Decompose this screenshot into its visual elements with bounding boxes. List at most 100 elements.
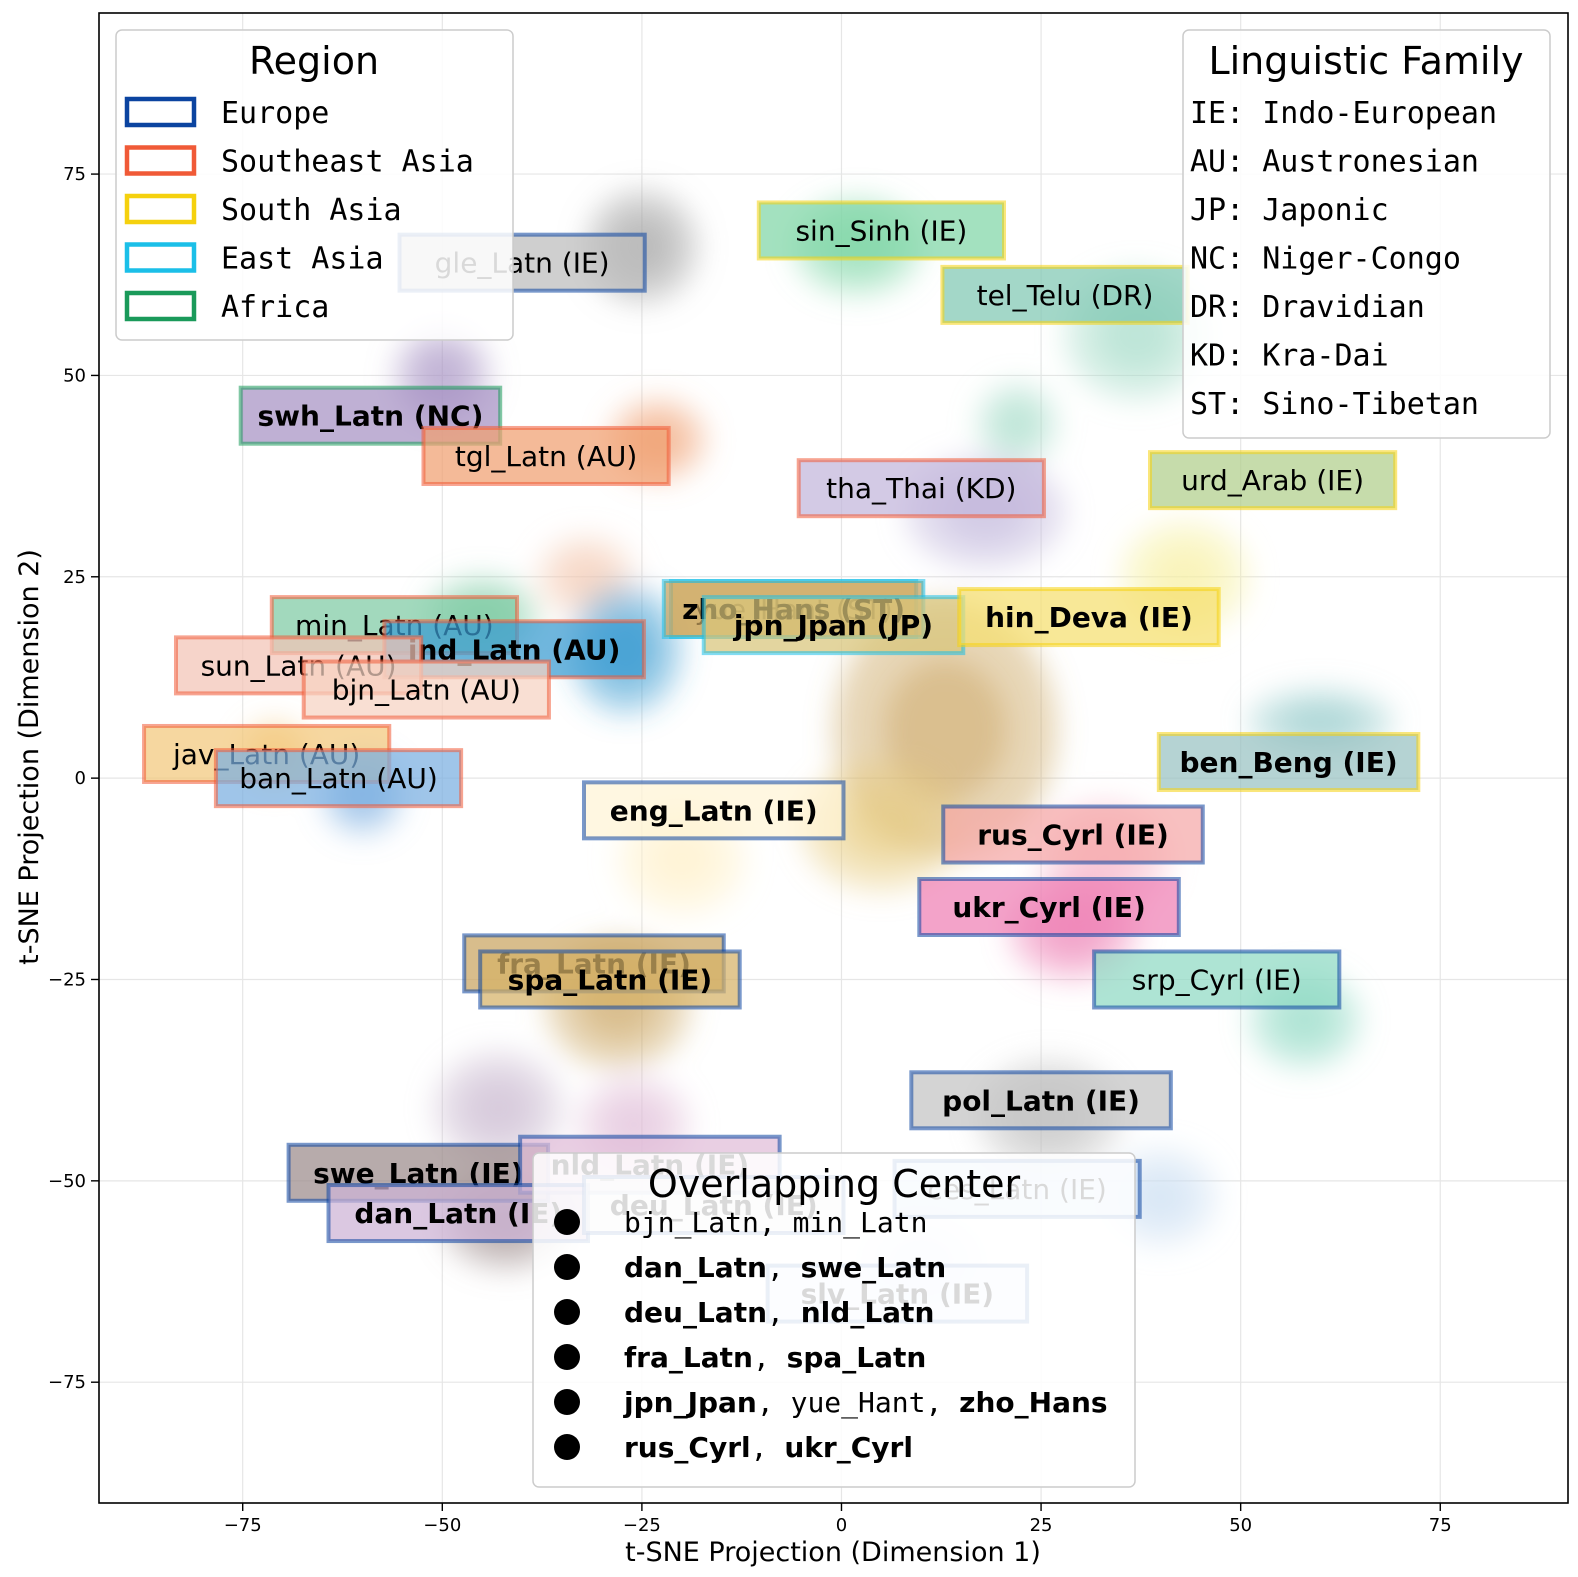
region-legend-label: Africa <box>221 290 329 325</box>
overlap-segment: min_Latn <box>793 1206 928 1240</box>
region-swatch-europe <box>124 96 197 128</box>
overlap-segment: , <box>753 1341 787 1374</box>
x-tick-label: 50 <box>1229 1515 1252 1536</box>
cluster-box <box>940 264 1190 325</box>
cluster-text: tha_Thai (KD) <box>826 472 1016 505</box>
region-legend-box <box>115 29 514 341</box>
family-legend-item: DR: Dravidian <box>1190 290 1425 325</box>
overlap-segment: jpn_Jpan <box>623 1386 757 1419</box>
cluster-text: ukr_Cyrl (IE) <box>952 891 1145 924</box>
cluster-label-ban_Latn: ban_Latn (AU) <box>213 748 464 809</box>
cluster-labels: gle_Latn (IE)sin_Sinh (IE)tel_Telu (DR)s… <box>142 200 1421 1324</box>
overlap-segment: dan_Latn <box>624 1251 767 1284</box>
x-axis-label: t-SNE Projection (Dimension 1) <box>625 1537 1041 1568</box>
cluster-text: hin_Deva (IE) <box>985 601 1193 634</box>
family-legend-item: IE: Indo-European <box>1190 96 1497 131</box>
cluster-text: pol_Latn (IE) <box>942 1084 1140 1117</box>
cluster-text: ben_Beng (IE) <box>1179 746 1397 779</box>
region-legend-label: South Asia <box>221 193 402 228</box>
family-legend-item: JP: Japonic <box>1190 193 1389 228</box>
overlap-segment: , <box>757 1386 791 1419</box>
cluster-text: spa_Latn (IE) <box>508 963 713 996</box>
cluster-label-rus_Cyrl: rus_Cyrl (IE) <box>941 804 1205 865</box>
cluster-box <box>756 200 1007 261</box>
cluster-label-pol_Latn: pol_Latn (IE) <box>909 1070 1173 1131</box>
family-legend-item: ST: Sino-Tibetan <box>1190 387 1479 422</box>
region-legend: Region Europe Southeast Asia South Asia Eas… <box>115 29 514 341</box>
region-legend-label: East Asia <box>221 242 384 277</box>
overlap-bullet-icon <box>554 1344 580 1370</box>
family-legend-item: NC: Niger-Congo <box>1190 242 1461 277</box>
overlap-bullet-icon <box>554 1209 580 1235</box>
overlap-segment: fra_Latn <box>624 1341 753 1374</box>
cluster-label-tel_Telu: tel_Telu (DR) <box>940 264 1190 325</box>
plot-frame <box>98 12 1569 1504</box>
cluster-label-spa_Latn: spa_Latn (IE) <box>478 949 742 1010</box>
region-swatch-africa <box>124 290 197 322</box>
cluster-text: rus_Cyrl (IE) <box>977 819 1169 852</box>
cluster-text: ban_Latn (AU) <box>239 762 438 795</box>
overlap-row: deu_Latn, nld_Latn <box>624 1296 934 1329</box>
family-legend-item: KD: Kra-Dai <box>1190 339 1389 374</box>
x-tick-label: 25 <box>1030 1515 1053 1536</box>
cluster-text: jpn_Jpan (JP) <box>733 609 933 642</box>
overlap-segment: bjn_Latn <box>624 1206 759 1240</box>
cluster-box <box>1156 732 1421 793</box>
cluster-text: dan_Latn (IE) <box>354 1197 562 1230</box>
overlap-segment: , <box>759 1206 793 1239</box>
cluster-box <box>1148 450 1398 511</box>
cluster-label-tha_Thai: tha_Thai (KD) <box>796 458 1046 519</box>
overlap-legend-box <box>532 1152 1136 1488</box>
y-tick-label: 75 <box>63 164 86 185</box>
cluster-label-ben_Beng: ben_Beng (IE) <box>1156 732 1421 793</box>
cluster-label-bjn_Latn: bjn_Latn (AU) <box>301 659 551 720</box>
overlap-segment: zho_Hans <box>959 1386 1107 1419</box>
cluster-label-eng_Latn: eng_Latn (IE) <box>581 780 846 841</box>
density-core <box>559 554 613 599</box>
density-core <box>1280 704 1361 740</box>
cluster-text: srp_Cyrl (IE) <box>1132 963 1302 996</box>
overlap-row: bjn_Latn, min_Latn <box>624 1206 927 1240</box>
cluster-box <box>213 748 464 809</box>
cluster-text: bjn_Latn (AU) <box>332 674 521 707</box>
cluster-box <box>917 877 1181 937</box>
region-legend-label: Europe <box>221 96 329 131</box>
y-tick-label: −75 <box>48 1372 86 1393</box>
overlap-bullet-icon <box>554 1389 580 1415</box>
y-tick-label: 50 <box>63 365 86 386</box>
cluster-label-srp_Cyrl: srp_Cyrl (IE) <box>1092 949 1342 1010</box>
x-tick-label: −25 <box>623 1515 661 1536</box>
cluster-text: eng_Latn (IE) <box>610 794 818 827</box>
density-core <box>1130 1170 1192 1224</box>
y-tick-label: 0 <box>75 768 86 789</box>
x-tick-label: −50 <box>423 1515 461 1536</box>
overlap-bullet-icon <box>554 1299 580 1325</box>
overlap-legend: Overlapping Center bjn_Latn, min_Latndan… <box>532 1152 1136 1488</box>
overlap-segment: , <box>767 1296 801 1329</box>
overlap-bullet-icon <box>554 1434 580 1460</box>
cluster-label-jpn_Jpan: jpn_Jpan (JP) <box>701 595 966 656</box>
region-swatch-southeast-asia <box>124 145 197 176</box>
density-core <box>463 1077 534 1140</box>
region-legend-title: Region <box>249 39 379 83</box>
region-legend-label: Southeast Asia <box>221 145 474 180</box>
family-legend-box <box>1182 29 1551 439</box>
overlap-segment: yue_Hant <box>791 1386 926 1420</box>
overlap-legend-title: Overlapping Center <box>648 1162 1021 1206</box>
overlap-segment: rus_Cyrl <box>624 1431 751 1464</box>
cluster-text: urd_Arab (IE) <box>1181 464 1364 497</box>
overlap-segment: , <box>767 1251 801 1284</box>
cluster-text: tel_Telu (DR) <box>977 279 1154 312</box>
cluster-box <box>478 949 742 1010</box>
overlap-bullet-icon <box>554 1254 580 1280</box>
overlap-segment: ukr_Cyrl <box>784 1431 913 1464</box>
cluster-label-ukr_Cyrl: ukr_Cyrl (IE) <box>917 877 1181 937</box>
density-core <box>837 791 926 862</box>
family-legend: Linguistic Family IE: Indo-European AU: A… <box>1182 29 1551 439</box>
family-legend-item: AU: Austronesian <box>1190 145 1479 180</box>
cluster-label-tgl_Latn: tgl_Latn (AU) <box>421 425 671 486</box>
cluster-box <box>1092 949 1342 1010</box>
cluster-box <box>301 659 551 720</box>
overlap-row: jpn_Jpan, yue_Hant, zho_Hans <box>623 1386 1108 1420</box>
